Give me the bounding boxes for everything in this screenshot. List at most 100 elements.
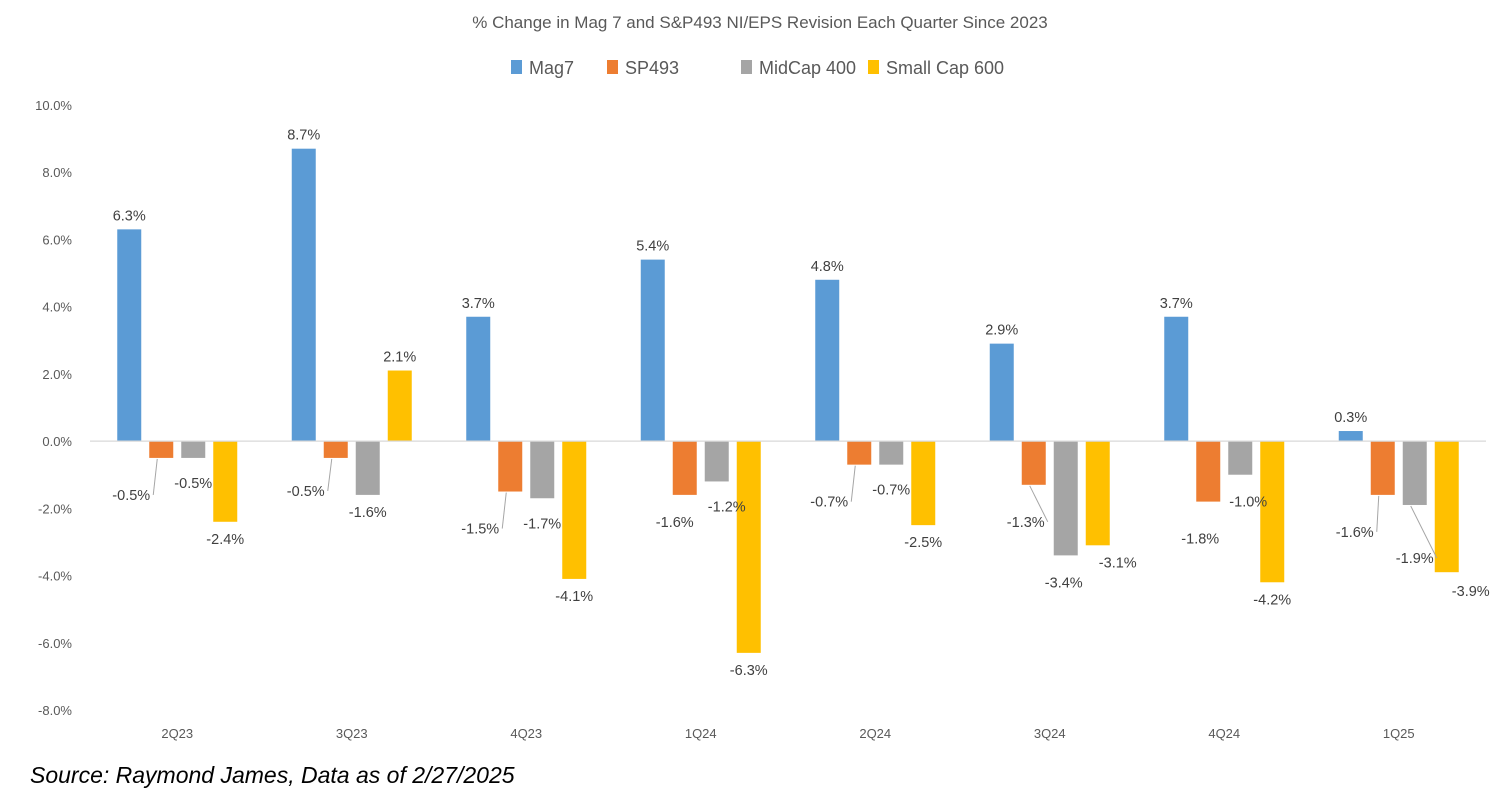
- bar-midcap-400-3q23: [355, 441, 380, 495]
- bar-midcap-400-3q24: [1053, 441, 1078, 556]
- leader-line: [152, 458, 158, 495]
- bar-sp493-1q24: [672, 441, 697, 495]
- bar-midcap-400-1q25: [1402, 441, 1427, 505]
- bar-small-cap-600-3q24: [1085, 441, 1110, 546]
- y-tick-label: -2.0%: [38, 501, 72, 516]
- data-label-mag7-2q24: 4.8%: [811, 259, 844, 275]
- data-label-small-cap-600-3q24: -3.1%: [1099, 555, 1137, 571]
- legend-swatch-mag7: [511, 60, 522, 74]
- data-labels: 6.3% -0.5% -0.5% -2.4% 8.7% -0.5% -1.6% 2.1% 3.7…: [112, 128, 1489, 679]
- y-tick-label: -6.0%: [38, 636, 72, 651]
- data-label-sp493-2q24: -0.7%: [810, 495, 848, 511]
- bar-sp493-3q24: [1021, 441, 1046, 485]
- y-tick-label: 4.0%: [42, 300, 72, 315]
- data-label-small-cap-600-4q23: -4.1%: [555, 589, 593, 605]
- bar-sp493-4q24: [1196, 441, 1221, 502]
- data-label-midcap-400-2q24: -0.7%: [872, 483, 910, 499]
- bar-small-cap-600-4q23: [562, 441, 587, 579]
- bar-small-cap-600-2q24: [911, 441, 936, 526]
- data-label-mag7-2q23: 6.3%: [113, 208, 146, 224]
- x-category-label: 2Q24: [859, 726, 891, 741]
- bars: [117, 148, 1459, 653]
- y-tick-label: 0.0%: [42, 434, 72, 449]
- data-label-midcap-400-3q24: -3.4%: [1045, 575, 1083, 591]
- data-label-sp493-3q24: -1.3%: [1007, 515, 1045, 531]
- bar-mag7-3q24: [989, 343, 1014, 442]
- legend-swatch-sp493: [607, 60, 618, 74]
- data-label-small-cap-600-2q24: -2.5%: [904, 535, 942, 551]
- leader-line: [1410, 505, 1438, 559]
- bar-sp493-1q25: [1370, 441, 1395, 495]
- leader-lines: [152, 458, 1438, 559]
- data-label-sp493-1q25: -1.6%: [1336, 525, 1374, 541]
- bar-small-cap-600-4q24: [1260, 441, 1285, 583]
- bar-midcap-400-4q23: [530, 441, 555, 499]
- x-category-label: 2Q23: [161, 726, 193, 741]
- x-axis: 2Q23 3Q23 4Q23 1Q24 2Q24 3Q24 4Q24 1Q25: [90, 440, 1486, 741]
- data-label-midcap-400-4q23: -1.7%: [523, 516, 561, 532]
- data-label-sp493-3q23: -0.5%: [287, 484, 325, 500]
- data-label-small-cap-600-4q24: -4.2%: [1253, 592, 1291, 608]
- y-tick-label: 8.0%: [42, 165, 72, 180]
- bar-mag7-2q24: [815, 279, 840, 442]
- bar-small-cap-600-1q24: [736, 441, 761, 653]
- leader-line: [850, 465, 856, 502]
- source-note: Source: Raymond James, Data as of 2/27/2…: [30, 762, 515, 788]
- legend-swatch-small-cap-600: [868, 60, 879, 74]
- bar-midcap-400-1q24: [704, 441, 729, 482]
- y-tick-label: 6.0%: [42, 232, 72, 247]
- x-category-label: 3Q24: [1034, 726, 1066, 741]
- bar-sp493-3q23: [323, 441, 348, 458]
- data-label-midcap-400-1q25: -1.9%: [1396, 551, 1434, 567]
- data-label-midcap-400-4q24: -1.0%: [1229, 495, 1267, 511]
- data-label-small-cap-600-3q23: 2.1%: [383, 350, 416, 366]
- x-category-label: 1Q24: [685, 726, 717, 741]
- data-label-mag7-1q24: 5.4%: [636, 239, 669, 255]
- leader-line: [1376, 495, 1380, 532]
- y-tick-label: 2.0%: [42, 367, 72, 382]
- data-label-mag7-1q25: 0.3%: [1334, 410, 1367, 426]
- leader-line: [1029, 485, 1049, 523]
- bar-sp493-2q24: [847, 441, 872, 465]
- data-label-sp493-4q23: -1.5%: [461, 522, 499, 538]
- bar-midcap-400-2q23: [181, 441, 206, 458]
- leader-line: [501, 492, 507, 529]
- legend-swatch-midcap-400: [741, 60, 752, 74]
- y-tick-label: 10.0%: [35, 98, 72, 113]
- data-label-midcap-400-2q23: -0.5%: [174, 476, 212, 492]
- bar-small-cap-600-1q25: [1434, 441, 1459, 573]
- bar-mag7-4q23: [466, 316, 491, 442]
- bar-small-cap-600-2q23: [213, 441, 238, 522]
- data-label-small-cap-600-1q25: -3.9%: [1452, 584, 1490, 600]
- x-category-label: 4Q23: [510, 726, 542, 741]
- chart-title: % Change in Mag 7 and S&P493 NI/EPS Revi…: [472, 13, 1048, 32]
- data-label-small-cap-600-1q24: -6.3%: [730, 663, 768, 679]
- bar-mag7-3q23: [291, 148, 316, 442]
- bar-mag7-1q25: [1338, 431, 1363, 442]
- bar-mag7-2q23: [117, 229, 142, 442]
- x-category-label: 4Q24: [1208, 726, 1240, 741]
- data-label-mag7-3q24: 2.9%: [985, 323, 1018, 339]
- x-category-label: 1Q25: [1383, 726, 1415, 741]
- bar-sp493-4q23: [498, 441, 523, 492]
- y-axis: 10.0% 8.0% 6.0% 4.0% 2.0% 0.0% -2.0% -4.0% -6.0%…: [35, 98, 72, 718]
- bar-small-cap-600-3q23: [387, 370, 412, 442]
- data-label-mag7-4q23: 3.7%: [462, 296, 495, 312]
- y-tick-label: -4.0%: [38, 569, 72, 584]
- bar-mag7-1q24: [640, 259, 665, 442]
- legend-label-sp493: SP493: [625, 58, 679, 78]
- bar-mag7-4q24: [1164, 316, 1189, 442]
- bar-midcap-400-4q24: [1228, 441, 1253, 475]
- data-label-midcap-400-3q23: -1.6%: [349, 505, 387, 521]
- leader-line: [327, 458, 333, 491]
- legend: Mag7 SP493 MidCap 400 Small Cap 600: [511, 58, 1004, 78]
- data-label-mag7-4q24: 3.7%: [1160, 296, 1193, 312]
- y-tick-label: -8.0%: [38, 703, 72, 718]
- data-label-sp493-2q23: -0.5%: [112, 488, 150, 504]
- data-label-sp493-1q24: -1.6%: [656, 515, 694, 531]
- legend-label-mag7: Mag7: [529, 58, 574, 78]
- x-category-label: 3Q23: [336, 726, 368, 741]
- legend-label-small-cap-600: Small Cap 600: [886, 58, 1004, 78]
- data-label-midcap-400-1q24: -1.2%: [708, 499, 746, 515]
- bar-midcap-400-2q24: [879, 441, 904, 465]
